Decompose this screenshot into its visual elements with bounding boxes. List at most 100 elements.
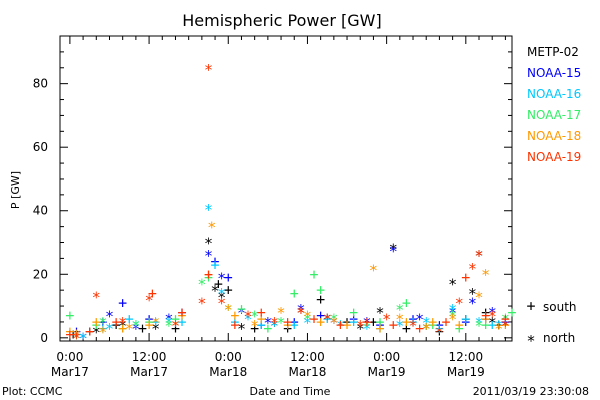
- data-point: +: [336, 316, 345, 334]
- x-tick-label: Mar17: [130, 365, 168, 379]
- data-point: *: [250, 317, 259, 335]
- data-point: +: [455, 319, 464, 337]
- data-point: +: [204, 265, 213, 283]
- data-point: *: [362, 314, 371, 332]
- data-point: *: [224, 301, 233, 319]
- data-point: +: [257, 316, 266, 334]
- data-point: +: [369, 313, 378, 331]
- data-point: +: [250, 319, 259, 337]
- data-point: *: [501, 317, 510, 335]
- data-point: *: [125, 320, 134, 338]
- data-point: +: [349, 313, 358, 331]
- data-point: +: [204, 265, 213, 283]
- data-point: +: [85, 322, 94, 340]
- data-point: +: [481, 310, 490, 328]
- data-point: *: [171, 317, 180, 335]
- data-point: +: [409, 310, 418, 328]
- data-point: *: [303, 307, 312, 325]
- data-point: +: [376, 319, 385, 337]
- data-point: *: [422, 320, 431, 338]
- data-point: *: [474, 288, 483, 306]
- data-point: *: [494, 317, 503, 335]
- data-point: +: [455, 316, 464, 334]
- data-point: *: [151, 314, 160, 332]
- data-point: *: [329, 311, 338, 329]
- data-point: *: [204, 201, 213, 219]
- legend-entry: NOAA-15: [527, 66, 581, 80]
- data-point: +: [65, 307, 74, 325]
- legend-entry: NOAA-16: [527, 87, 581, 101]
- data-point: *: [204, 61, 213, 79]
- data-point: *: [409, 317, 418, 335]
- data-point: *: [263, 314, 272, 332]
- data-point: *: [488, 304, 497, 322]
- data-point: +: [257, 303, 266, 321]
- data-point: *: [395, 311, 404, 329]
- data-point: *: [448, 301, 457, 319]
- data-point: *: [422, 314, 431, 332]
- data-point: +: [435, 319, 444, 337]
- data-point: +: [441, 313, 450, 331]
- data-point: +: [118, 319, 127, 337]
- data-point: +: [283, 316, 292, 334]
- data-point: +: [204, 268, 213, 286]
- data-point: *: [217, 288, 226, 306]
- data-point: *: [204, 247, 213, 265]
- data-point: +: [402, 294, 411, 312]
- data-point: *: [323, 311, 332, 329]
- data-point: +: [211, 256, 220, 274]
- data-point: +: [214, 275, 223, 293]
- marker-label: north: [543, 331, 575, 345]
- data-point: +: [428, 313, 437, 331]
- x-tick-label: 12:00: [290, 350, 325, 364]
- data-point: *: [474, 247, 483, 265]
- data-point: +: [494, 316, 503, 334]
- data-point: *: [277, 314, 286, 332]
- data-point: +: [171, 319, 180, 337]
- data-point: +: [435, 316, 444, 334]
- data-point: +: [138, 319, 147, 337]
- x-axis: 0:00Mar1712:00Mar170:00Mar1812:00Mar180:…: [51, 36, 506, 379]
- data-point: *: [151, 320, 160, 338]
- data-point: *: [435, 323, 444, 341]
- data-point: *: [474, 314, 483, 332]
- data-point: +: [92, 313, 101, 331]
- data-point: +: [178, 313, 187, 331]
- y-tick-label: 20: [33, 267, 48, 281]
- x-tick-label: 0:00: [373, 350, 400, 364]
- data-point: +: [112, 313, 121, 331]
- data-point: *: [237, 320, 246, 338]
- data-point: +: [310, 310, 319, 328]
- data-point: *: [488, 307, 497, 325]
- data-point: *: [296, 301, 305, 319]
- data-point: +: [409, 313, 418, 331]
- data-point: +: [118, 294, 127, 312]
- data-point: *: [105, 307, 114, 325]
- data-point: *: [303, 314, 312, 332]
- data-point: *: [501, 317, 510, 335]
- data-point: *: [211, 282, 220, 300]
- x-tick-label: Mar19: [368, 365, 406, 379]
- data-point: *: [455, 295, 464, 313]
- data-point: *: [389, 241, 398, 259]
- data-point: +: [230, 313, 239, 331]
- data-point: +: [257, 310, 266, 328]
- data-point: *: [468, 295, 477, 313]
- plot-timestamp: 2011/03/19 23:30:08: [473, 385, 589, 398]
- data-point: +: [461, 313, 470, 331]
- data-point: *: [270, 317, 279, 335]
- x-tick-label: 12:00: [449, 350, 484, 364]
- data-point: +: [178, 303, 187, 321]
- data-point: +: [316, 291, 325, 309]
- x-tick-label: 0:00: [56, 350, 83, 364]
- data-point: +: [92, 316, 101, 334]
- data-point: *: [474, 247, 483, 265]
- y-tick-label: 60: [33, 140, 48, 154]
- chart-title: Hemispheric Power [GW]: [182, 11, 381, 30]
- y-axis: 0 20 40 60 80: [33, 51, 512, 345]
- data-point: +: [148, 284, 157, 302]
- data-point: +: [362, 313, 371, 331]
- data-point: +: [376, 316, 385, 334]
- data-point: *: [389, 242, 398, 260]
- data-point: *: [72, 330, 81, 348]
